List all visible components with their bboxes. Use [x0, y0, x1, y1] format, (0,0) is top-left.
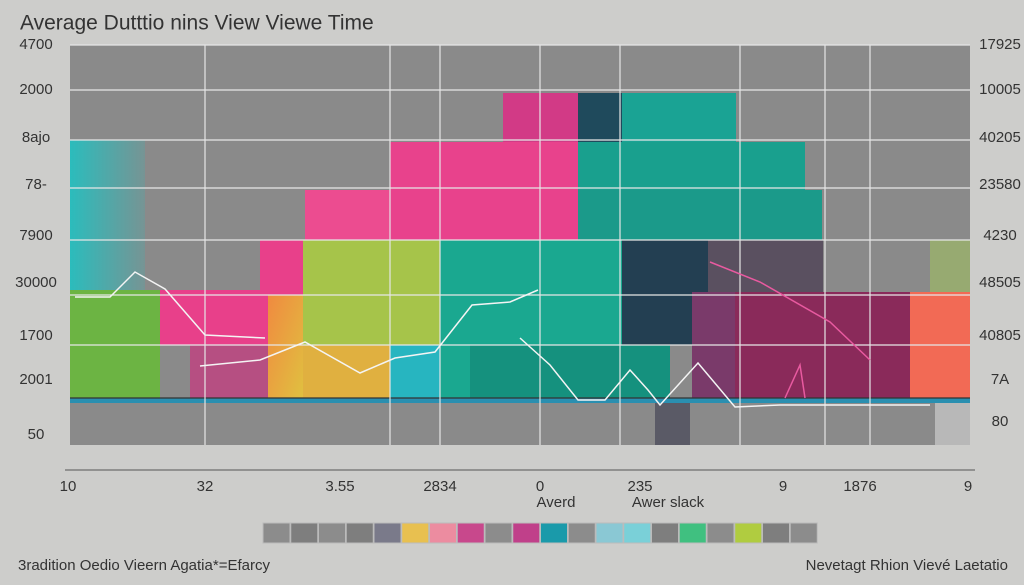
legend-swatch — [345, 522, 374, 544]
left-axis-label: 1700 — [19, 327, 52, 344]
x-axis-label: 10 — [60, 478, 77, 495]
legend-swatch — [789, 522, 818, 544]
footer-right: Nevetagt Rhion Vievé Laetatio — [806, 557, 1008, 574]
right-axis-label: 7A — [991, 371, 1009, 388]
left-axis-label: 78- — [25, 176, 47, 193]
x-axis-label: 0 — [536, 478, 544, 495]
legend-swatch — [456, 522, 485, 544]
right-axis-label: 4230 — [983, 227, 1016, 244]
legend-swatch — [373, 522, 402, 544]
grid — [65, 44, 975, 471]
left-axis-label: 2001 — [19, 371, 52, 388]
trend-lines — [75, 261, 930, 408]
right-axis-label: 10005 — [979, 81, 1021, 98]
x-axis-label: 1876 — [843, 478, 876, 495]
legend-swatch — [262, 522, 291, 544]
left-axis-label: 4700 — [19, 36, 52, 53]
plot-area — [70, 45, 970, 445]
legend-swatch — [290, 522, 319, 544]
right-axis-label: 48505 — [979, 274, 1021, 291]
x-axis-label: 32 — [197, 478, 214, 495]
left-axis-label: 8ajo — [22, 129, 50, 146]
x-axis-label: 235 — [627, 478, 652, 495]
right-axis-label: 40805 — [979, 327, 1021, 344]
axis-annotation: Awer slack — [632, 494, 705, 511]
right-axis-label: 17925 — [979, 36, 1021, 53]
left-axis-label: 50 — [28, 426, 45, 443]
left-axis-label: 2000 — [19, 81, 52, 98]
legend-swatch — [734, 522, 763, 544]
legend-swatch — [512, 522, 541, 544]
x-axis-label: 9 — [964, 478, 972, 495]
x-axis-label: 3.55 — [325, 478, 354, 495]
legend-swatch — [540, 522, 568, 544]
legend-swatch — [678, 522, 707, 544]
legend-swatch — [429, 522, 457, 544]
x-axis-label: 9 — [779, 478, 787, 495]
legend-swatch — [651, 522, 679, 544]
legend-swatch — [484, 522, 513, 544]
chart-title: Average Dutttio nins View Viewe Time — [20, 12, 374, 35]
legend-swatch — [595, 522, 624, 544]
legend-swatch — [401, 522, 430, 544]
left-axis-label: 30000 — [15, 274, 57, 291]
x-axis-label: 2834 — [423, 478, 456, 495]
legend-swatch — [567, 522, 596, 544]
axis-annotation: Averd — [537, 494, 576, 511]
legend-swatch — [706, 522, 735, 544]
legend-swatch — [762, 522, 790, 544]
legend-swatch — [623, 522, 652, 544]
legend-swatches — [262, 522, 818, 544]
right-axis-label: 23580 — [979, 176, 1021, 193]
footer-left: 3radition Oedio Vieern Agatia*=Efarcy — [18, 557, 270, 574]
right-axis-label: 40205 — [979, 129, 1021, 146]
legend-swatch — [318, 522, 346, 544]
left-axis-label: 7900 — [19, 227, 52, 244]
right-axis-label: 80 — [992, 413, 1009, 430]
